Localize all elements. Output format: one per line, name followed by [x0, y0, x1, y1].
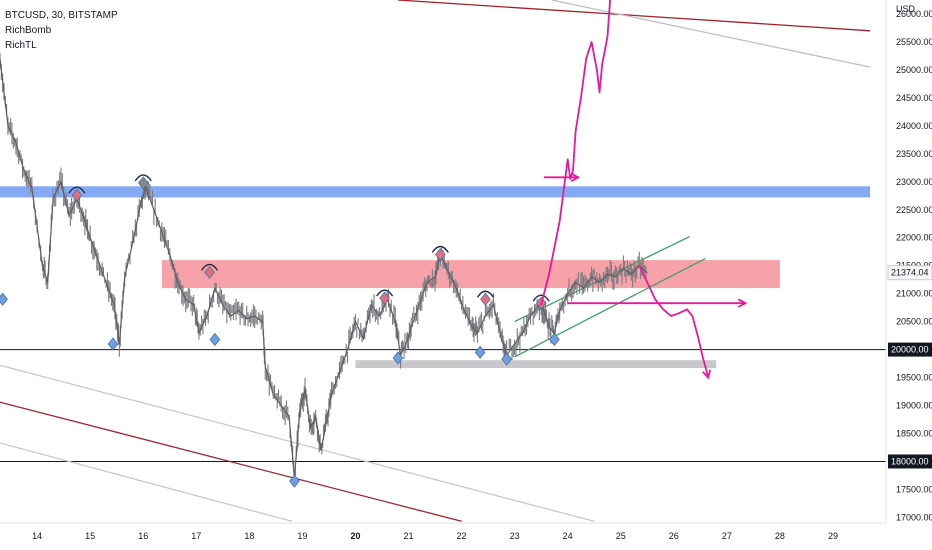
y-tick-label: 24500.00	[896, 93, 932, 103]
pivot-high-marker[interactable]	[137, 176, 149, 190]
bull-projection[interactable]	[540, 0, 611, 306]
pivot-low-marker[interactable]	[209, 332, 221, 347]
pivot-high-marker[interactable]	[435, 247, 446, 262]
x-tick-label: 23	[510, 531, 520, 541]
chart-legend: BTCUSD, 30, BITSTAMP RichBomb RichTL	[5, 8, 118, 53]
y-tick-label: 23500.00	[896, 149, 932, 159]
x-tick-label: 26	[669, 531, 679, 541]
red-trendline-lower[interactable]	[0, 401, 462, 522]
pivot-low-marker[interactable]	[107, 337, 119, 351]
pivot-low-marker[interactable]	[289, 474, 300, 488]
level-price-tag	[888, 342, 932, 357]
x-tick-label: 16	[138, 531, 148, 541]
y-tick-label: 17000.00	[896, 512, 932, 522]
pivot-low-marker[interactable]	[549, 332, 560, 347]
x-tick-label: 21	[404, 531, 414, 541]
pivot-high-arc	[200, 263, 219, 271]
pivot-high-arc	[532, 294, 550, 302]
bull-target-arrow-arrowhead	[570, 172, 581, 182]
y-tick-label: 22000.00	[896, 233, 932, 243]
symbol-title[interactable]: BTCUSD, 30, BITSTAMP	[5, 10, 118, 21]
y-tick-label: 18500.00	[896, 429, 932, 439]
projections-layer	[540, 0, 748, 380]
bear-projection-arrowhead	[702, 369, 712, 380]
y-tick-label: 22500.00	[896, 205, 932, 215]
pivot-high-marker[interactable]	[480, 292, 491, 306]
y-tick-label: 20500.00	[896, 317, 932, 327]
x-tick-label: 22	[457, 531, 467, 541]
pivot-low-marker[interactable]	[0, 292, 8, 306]
last-price-label: 21374.04	[891, 268, 929, 278]
indicator-richbomb[interactable]: RichBomb	[5, 25, 52, 36]
y-tick-label: 23000.00	[896, 177, 932, 187]
channel-lower[interactable]	[514, 257, 706, 358]
y-tick-label: 19000.00	[896, 401, 932, 411]
bear-projection[interactable]	[638, 265, 710, 378]
zones-layer	[0, 186, 871, 369]
pivot-high-marker[interactable]	[71, 188, 83, 202]
y-tick-label: 21000.00	[896, 289, 932, 299]
zone-red-resistance[interactable]	[161, 260, 780, 289]
y-tick-label: 17500.00	[896, 484, 932, 494]
x-tick-label: 20	[350, 531, 360, 541]
pivot-high-arc	[134, 174, 152, 182]
horizontal-levels-layer	[0, 349, 886, 462]
y-tick-label: 19500.00	[896, 373, 932, 383]
pivot-high-arc	[476, 290, 495, 298]
level-price-label: 20000.00	[891, 345, 929, 355]
x-tick-label: 27	[722, 531, 732, 541]
pivot-low-marker[interactable]	[474, 345, 486, 360]
pivot-low-marker[interactable]	[392, 351, 404, 365]
y-tick-label: 26000.00	[896, 9, 932, 19]
x-tick-label: 25	[616, 531, 626, 541]
x-tick-label: 28	[775, 531, 785, 541]
level-price-tag	[888, 454, 932, 469]
gray-trendline-upper[interactable]	[551, 0, 871, 68]
pivot-high-arc	[431, 245, 449, 253]
pivot-markers-layer	[0, 174, 560, 488]
zone-gray-support[interactable]	[355, 360, 717, 369]
x-tick-label: 19	[297, 531, 307, 541]
x-tick-label: 14	[32, 531, 42, 541]
level-price-label: 18000.00	[891, 456, 929, 466]
y-tick-label: 24000.00	[896, 121, 932, 131]
last-price-tag	[887, 265, 932, 281]
y-tick-label: 25500.00	[896, 37, 932, 47]
time-scale-background	[0, 523, 886, 550]
red-trendline-upper[interactable]	[397, 0, 871, 32]
x-tick-label: 29	[828, 531, 838, 541]
pivot-low-marker[interactable]	[501, 352, 512, 366]
x-tick-label: 17	[191, 531, 201, 541]
zone-blue-resistance[interactable]	[0, 186, 871, 198]
x-tick-label: 15	[85, 531, 95, 541]
indicator-richtl[interactable]: RichTL	[5, 40, 37, 51]
x-tick-label: 24	[563, 531, 573, 541]
breakdown-level-arrow-arrowhead	[737, 298, 748, 308]
x-tick-label: 18	[244, 531, 254, 541]
currency-label: USD	[896, 4, 916, 14]
pivot-high-arc	[68, 186, 86, 194]
y-tick-label: 25000.00	[896, 65, 932, 75]
gray-trendline-lower-2[interactable]	[0, 442, 292, 522]
pivot-high-marker[interactable]	[379, 291, 390, 305]
pivot-high-marker[interactable]	[204, 265, 215, 280]
pivot-high-arc	[376, 289, 394, 297]
